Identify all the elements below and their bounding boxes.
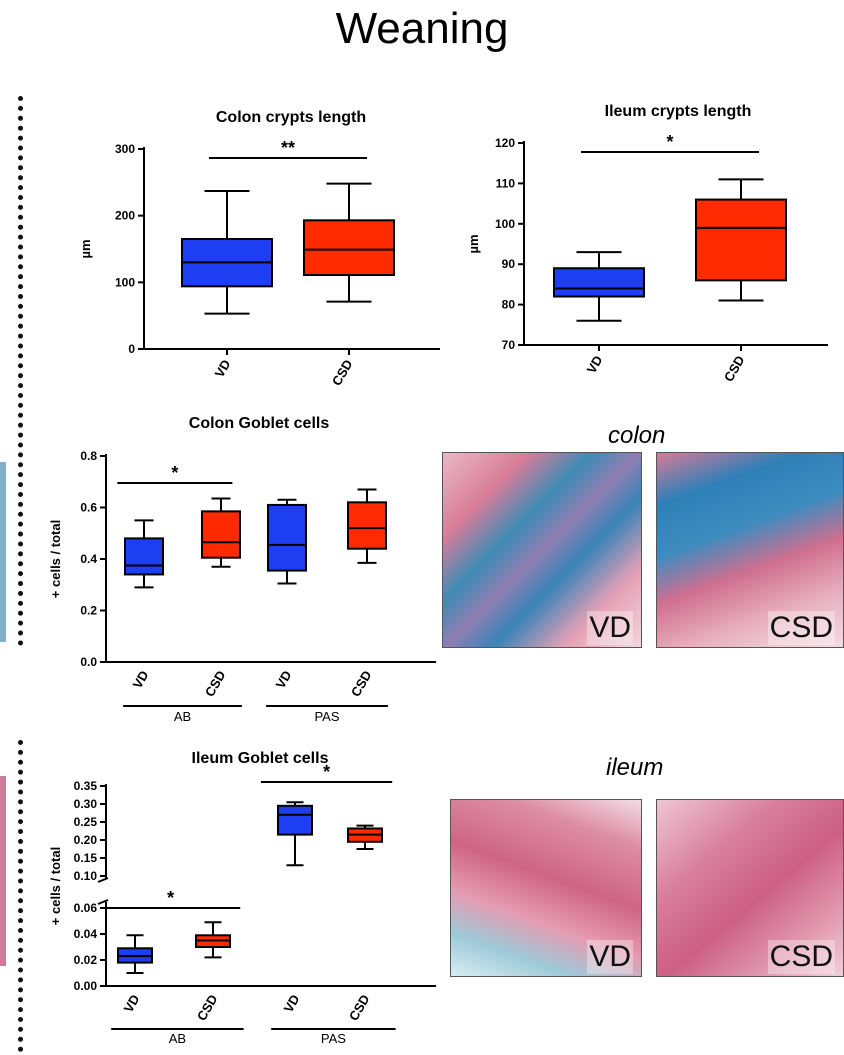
box-vd-2	[267, 503, 307, 572]
panel-separator-bottom	[18, 740, 23, 1052]
y-tick-label-0: 0.0	[80, 655, 97, 669]
ileum-image-label: ileum	[606, 754, 664, 781]
axis-break-mark-lower	[97, 899, 109, 905]
y-tick-label-lower-0: 0.00	[74, 979, 98, 993]
group-label-0: AB	[169, 1031, 186, 1046]
x-category-label-3: CSD	[348, 668, 375, 699]
y-tick-label-4: 0.8	[80, 449, 97, 463]
box-csd-1	[695, 198, 787, 282]
ileum-vd-micrograph: VD	[450, 799, 642, 977]
y-tick-label-1: 0.2	[80, 604, 97, 618]
chart-title: Colon crypts length	[216, 109, 366, 126]
colon-crypts-chart: Colon crypts length 0 100 200 300 µm VD CSD **	[78, 109, 440, 388]
colon-vd-micrograph: VD	[442, 452, 642, 648]
box-vd-0	[124, 537, 164, 576]
x-category-label-1: CSD	[202, 668, 229, 699]
x-category-label-1: CSD	[329, 357, 356, 388]
y-axis-label: µm	[466, 234, 481, 253]
chart-title: Ileum crypts length	[605, 103, 752, 120]
box-vd-2	[277, 804, 313, 836]
y-tick-label-5: 120	[495, 136, 515, 150]
y-axis-label: + cells / total	[48, 520, 63, 598]
significance-label-0: *	[167, 888, 174, 908]
colon-csd-micrograph: CSD	[656, 452, 844, 648]
colon-goblet-chart: Colon Goblet cells 0.0 0.2 0.4 0.6 0.8 + cells…	[48, 415, 436, 724]
significance-label-0: **	[281, 138, 295, 158]
y-tick-label-2: 200	[115, 209, 135, 223]
box-vd-0	[553, 267, 645, 298]
x-category-label-0: VD	[212, 357, 234, 380]
ileum-crypts-chart: Ileum crypts length 70 80 90 100 110 120 µm VD CS…	[466, 103, 828, 384]
y-tick-label-upper-4: 0.30	[74, 797, 98, 811]
y-axis-label: µm	[78, 239, 93, 258]
y-tick-label-3: 0.6	[80, 501, 97, 515]
y-tick-label-1: 80	[502, 298, 516, 312]
x-category-label-1: CSD	[194, 992, 221, 1023]
y-tick-label-3: 100	[495, 217, 515, 231]
group-label-1: PAS	[314, 709, 339, 724]
cropped-image-edge-top	[0, 462, 6, 642]
colon-csd-caption: CSD	[767, 611, 835, 645]
axis-break-mark-upper	[97, 877, 109, 883]
y-tick-label-upper-3: 0.25	[74, 815, 98, 829]
colon-vd-caption: VD	[587, 611, 633, 645]
y-tick-label-2: 0.4	[80, 552, 97, 566]
y-axis-label: + cells / total	[48, 847, 63, 925]
y-tick-label-upper-0: 0.10	[74, 869, 98, 883]
y-tick-label-2: 90	[502, 257, 516, 271]
y-tick-label-3: 300	[115, 142, 135, 156]
x-category-label-0: VD	[584, 353, 606, 376]
chart-title: Ileum Goblet cells	[192, 750, 329, 767]
box-csd-1	[201, 510, 241, 559]
y-tick-label-0: 70	[502, 338, 516, 352]
x-category-label-0: VD	[121, 992, 143, 1015]
significance-label-0: *	[666, 132, 673, 152]
x-category-label-3: CSD	[346, 992, 373, 1023]
y-tick-label-lower-2: 0.04	[74, 927, 98, 941]
group-label-1: PAS	[321, 1031, 346, 1046]
page-title: Weaning	[335, 4, 509, 53]
ileum-csd-caption: CSD	[767, 940, 835, 974]
significance-label-0: *	[171, 463, 178, 483]
y-tick-label-upper-5: 0.35	[74, 779, 98, 793]
box-csd-1	[303, 219, 395, 277]
x-category-label-2: VD	[273, 668, 295, 691]
colon-image-label: colon	[608, 422, 666, 449]
y-tick-label-0: 0	[128, 342, 135, 356]
y-tick-label-upper-1: 0.15	[74, 851, 98, 865]
x-category-label-2: VD	[281, 992, 303, 1015]
chart-title: Colon Goblet cells	[189, 415, 330, 432]
box-csd-3	[347, 501, 387, 550]
y-tick-label-lower-1: 0.02	[74, 953, 98, 967]
y-tick-label-lower-3: 0.06	[74, 901, 98, 915]
ileum-goblet-chart: Ileum Goblet cells 0.00 0.02 0.04 0.06 0.10 0.…	[48, 750, 436, 1046]
y-tick-label-4: 110	[496, 176, 516, 190]
significance-label-1: *	[323, 762, 330, 782]
panel-separator-top	[18, 96, 23, 646]
cropped-image-edge-bottom	[0, 776, 6, 966]
ileum-vd-caption: VD	[587, 940, 633, 974]
y-tick-label-upper-2: 0.20	[74, 833, 98, 847]
y-tick-label-1: 100	[115, 275, 135, 289]
ileum-csd-micrograph: CSD	[656, 799, 844, 977]
x-category-label-0: VD	[130, 668, 152, 691]
x-category-label-1: CSD	[721, 353, 748, 384]
group-label-0: AB	[174, 709, 191, 724]
